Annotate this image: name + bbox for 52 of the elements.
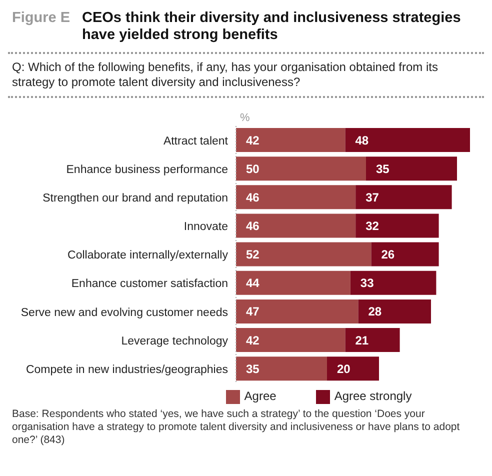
- legend-label: Agree: [244, 389, 276, 404]
- data-label: 35: [246, 362, 260, 376]
- data-label: 50: [246, 162, 260, 176]
- chart-title: CEOs think their diversity and inclusiveness strategies have yielded strong benefits: [82, 10, 462, 44]
- data-label: 46: [246, 190, 260, 204]
- data-label: 32: [366, 218, 380, 233]
- bar: [327, 356, 379, 381]
- text: Figure E: [12, 10, 70, 28]
- bar: [350, 270, 436, 295]
- y-tick-label: Compete in new industries/geographies: [26, 364, 228, 376]
- data-label: 46: [246, 218, 260, 233]
- data-label: 28: [368, 304, 382, 319]
- y-tick-label: Strengthen our brand and reputation: [42, 192, 228, 205]
- bar: [236, 214, 356, 238]
- bar: [358, 299, 431, 324]
- y-tick-label: Enhance business performance: [66, 164, 228, 176]
- bar: [236, 356, 327, 381]
- bar: [356, 214, 439, 238]
- bar: [345, 328, 400, 352]
- y-tick-label: Serve new and evolving customer needs: [20, 306, 228, 319]
- bar: [371, 242, 439, 266]
- y-tick-label: Leverage technology: [121, 335, 228, 348]
- bar: [356, 185, 452, 210]
- bar: [236, 156, 366, 181]
- bar: [236, 185, 356, 210]
- data-label: 35: [376, 162, 390, 176]
- legend-label: Agree strongly: [334, 389, 412, 404]
- y-tick-label: Collaborate internally/externally: [68, 250, 228, 262]
- y-tick-label: Innovate: [184, 221, 228, 234]
- data-label: 52: [246, 248, 260, 262]
- data-label: 48: [355, 133, 369, 148]
- bar: [236, 328, 346, 352]
- y-tick-label: Enhance customer satisfaction: [71, 278, 228, 290]
- bar: [345, 128, 470, 152]
- bar: [236, 242, 372, 266]
- y-tick-label: Attract talent: [163, 135, 229, 148]
- data-label: 37: [366, 190, 380, 204]
- x-axis-title: %: [240, 112, 250, 124]
- text: Base: Respondents who stated ‘yes, we have such a strategy’ to the question ‘Does your organisation have a strategy to promote talent diversity and inclusiveness or have plans to adopt one?’ (843): [11, 407, 461, 448]
- data-label: 44: [246, 276, 260, 290]
- data-label: 26: [381, 248, 395, 262]
- chart-subtitle: Q: Which of the following benefits, if any, has your organisation obtained from its strategy to promote talent diversity and inclusiveness?: [11, 60, 439, 90]
- data-label: 21: [355, 333, 369, 348]
- data-label: 42: [246, 333, 260, 348]
- data-label: 42: [246, 133, 260, 148]
- data-label: 47: [246, 304, 260, 319]
- bar: [236, 128, 346, 152]
- bar: [366, 156, 457, 181]
- bar: [236, 299, 358, 324]
- bar: [236, 270, 350, 295]
- data-label: 33: [360, 276, 374, 290]
- data-label: 20: [337, 362, 351, 376]
